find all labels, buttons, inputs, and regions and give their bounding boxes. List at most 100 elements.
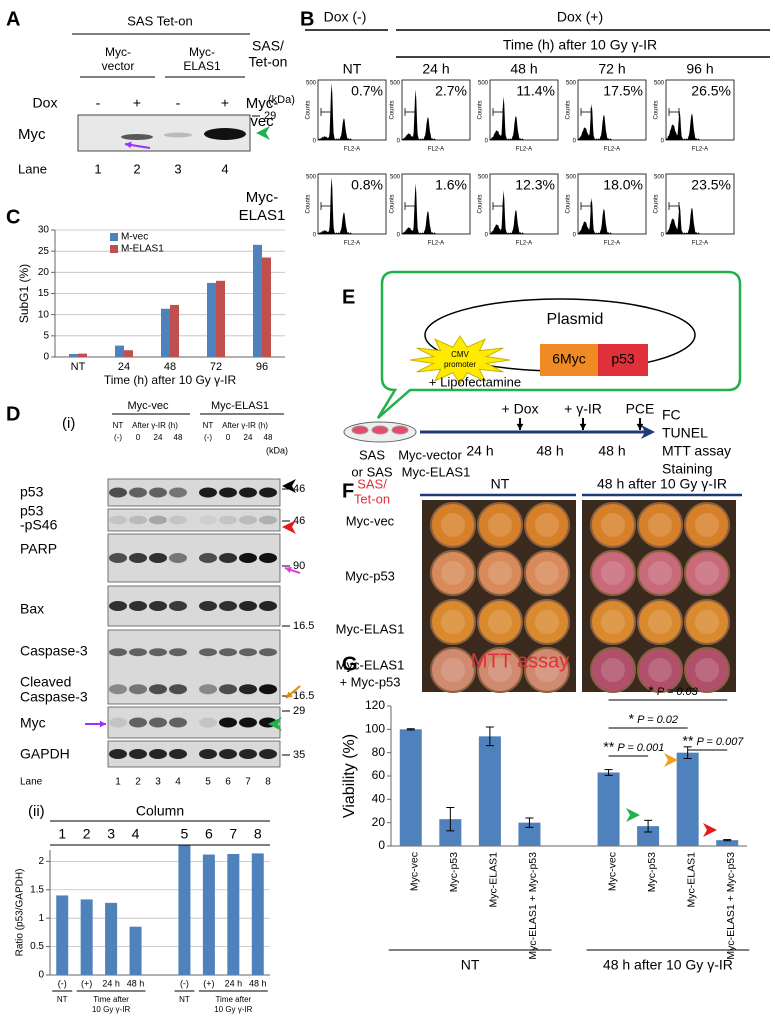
percent-label: 2.7%	[435, 83, 467, 99]
x-tick-label: 96	[256, 361, 268, 373]
group-label: 48 h after 10 Gy γ-IR	[603, 957, 733, 973]
bar	[115, 345, 124, 357]
group-label: NT	[57, 995, 68, 1004]
histogram-frame	[489, 173, 559, 235]
well	[590, 599, 636, 645]
cell	[391, 425, 409, 435]
well-shine	[441, 658, 465, 682]
bar	[161, 308, 170, 357]
band	[169, 601, 187, 611]
readout: Staining	[662, 461, 713, 477]
column-number: 2	[83, 826, 91, 842]
condition: NT	[203, 421, 214, 430]
error-bar	[525, 817, 534, 828]
band	[169, 684, 187, 695]
axis-label: 0	[397, 139, 401, 145]
lane-number: 4	[175, 777, 181, 788]
x-tick-label: 48	[164, 361, 176, 373]
well	[477, 502, 523, 548]
axis-label: FL2-A	[428, 147, 444, 153]
well-shine	[535, 610, 559, 634]
column-number: 1	[58, 826, 66, 842]
well-shine	[488, 513, 512, 537]
bar	[439, 819, 462, 846]
panel-label: E	[342, 286, 355, 308]
lane-number: 1	[115, 777, 121, 788]
band	[109, 601, 127, 611]
column-number: 3	[107, 826, 115, 842]
readout: MTT assay	[662, 443, 731, 459]
x-tick-label: Myc-ELAS1 + Myc-p53	[725, 852, 737, 960]
percent-label: 12.3%	[515, 177, 555, 193]
axis-label: Counts	[306, 100, 312, 119]
bar	[399, 729, 422, 846]
histogram-frame	[665, 79, 735, 141]
well-shine	[535, 658, 559, 682]
axis-label: Counts	[478, 100, 484, 119]
arrowhead	[256, 126, 270, 140]
header: Time (h) after 10 Gy γ-IR	[503, 37, 657, 53]
time-label: 48 h	[598, 443, 625, 459]
axis-label: 500	[390, 175, 401, 181]
p-value: P = 0.02	[637, 714, 678, 726]
y-tick-label: 5	[43, 330, 49, 341]
label: Myc-ELAS1	[402, 464, 471, 479]
well	[637, 647, 683, 693]
condition: 24	[244, 433, 253, 442]
lane-number: 8	[265, 777, 271, 788]
axis-label: 0	[313, 139, 317, 145]
band	[169, 553, 187, 563]
arrowhead	[641, 425, 655, 439]
error-bar	[683, 746, 692, 759]
well-shine	[601, 513, 625, 537]
row-label: Myc-	[246, 95, 279, 112]
lane-number: 3	[155, 777, 161, 788]
bar	[216, 280, 225, 357]
histogram	[318, 83, 386, 140]
bar	[129, 926, 142, 975]
well-shine	[695, 513, 719, 537]
time-label: 48 h	[536, 443, 563, 459]
label: + Lipofectamine	[429, 374, 521, 389]
column-number: 5	[181, 826, 189, 842]
arrowhead	[125, 141, 132, 149]
blot-label: Caspase-3	[20, 643, 88, 659]
marker-label: 29	[264, 110, 276, 122]
x-tick-label: 48 h	[249, 978, 267, 988]
well-shine	[648, 561, 672, 585]
x-tick-label: 48 h	[127, 978, 145, 988]
condition: 0	[136, 433, 141, 442]
band	[109, 487, 127, 498]
histogram	[666, 204, 734, 234]
y-tick-label: 0.5	[30, 941, 44, 952]
condition: 48	[264, 433, 273, 442]
percent-label: 0.8%	[351, 177, 383, 193]
blot-label: Cleaved	[20, 674, 71, 690]
arrowhead	[268, 717, 282, 731]
panel-label: B	[300, 8, 314, 30]
y-axis-label: Viability (%)	[341, 734, 358, 818]
group-label: NT	[179, 995, 190, 1004]
significance: **	[603, 739, 614, 755]
histogram	[666, 110, 734, 140]
well-shine	[648, 610, 672, 634]
bar	[597, 772, 620, 846]
well	[684, 502, 730, 548]
band	[259, 553, 277, 563]
y-tick-label: 15	[38, 288, 50, 299]
axis-label: 500	[566, 81, 577, 87]
well	[637, 599, 683, 645]
label: Tet-on	[354, 491, 390, 506]
axis-label: 500	[654, 81, 665, 87]
group-label: Time after	[215, 995, 251, 1004]
band	[259, 515, 277, 525]
band	[109, 717, 127, 728]
header: SAS/	[252, 38, 284, 54]
bar	[251, 853, 264, 975]
error-bar	[723, 839, 732, 842]
axis-label: FL2-A	[692, 241, 708, 247]
label: or SAS	[351, 464, 393, 479]
axis-label: 500	[306, 81, 317, 87]
band	[199, 749, 217, 759]
dox-sign: -	[176, 95, 181, 111]
